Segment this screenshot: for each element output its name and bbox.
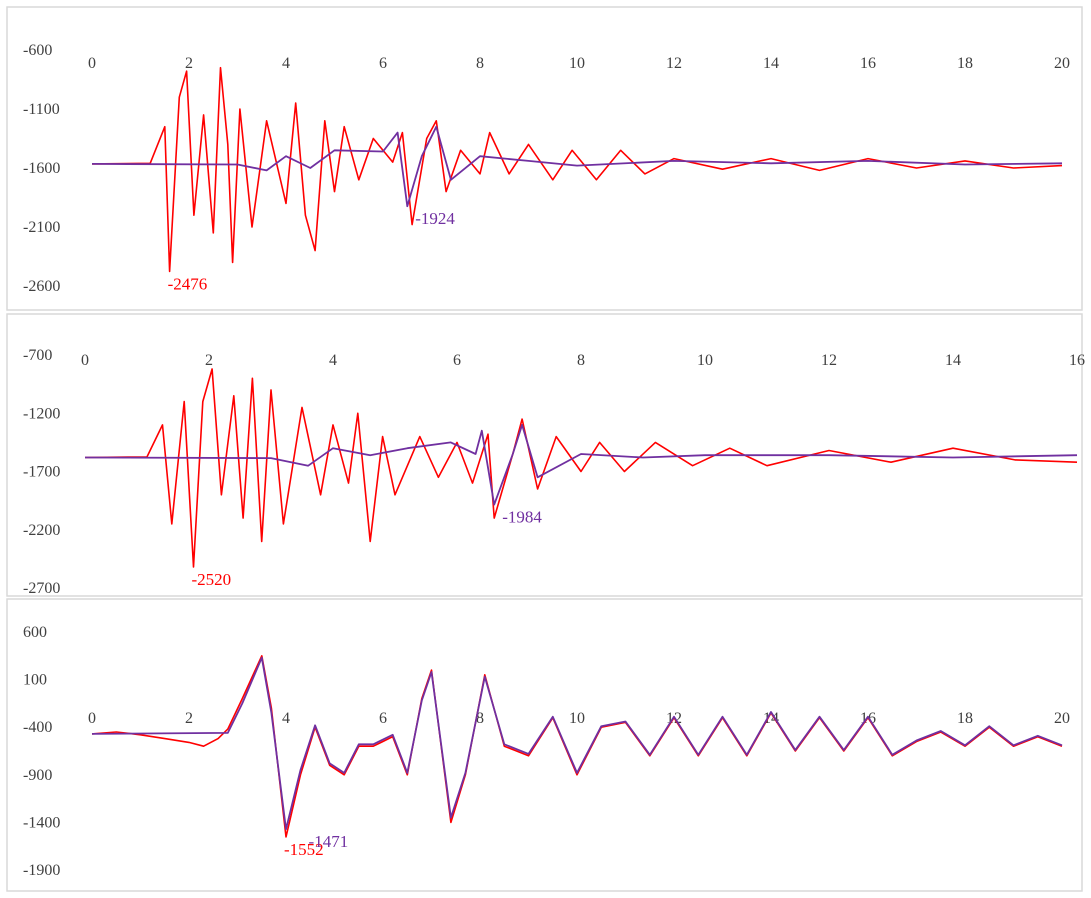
- x-tick-label: 18: [957, 710, 973, 727]
- y-tick-label: -2100: [23, 219, 60, 236]
- panel-frame: [6, 598, 1083, 892]
- x-tick-label: 6: [379, 710, 387, 727]
- x-tick-label: 4: [282, 710, 290, 727]
- peak-label-purple: -1984: [502, 508, 542, 527]
- x-tick-label: 0: [81, 352, 89, 369]
- peak-label-red: -2476: [168, 274, 208, 293]
- x-tick-label: 0: [88, 710, 96, 727]
- x-tick-label: 14: [763, 55, 779, 72]
- y-tick-label: 600: [23, 624, 47, 641]
- x-tick-label: 0: [88, 55, 96, 72]
- series-line-purple: [84, 423, 1078, 506]
- x-tick-label: 16: [1069, 352, 1085, 369]
- x-tick-label: 6: [379, 55, 387, 72]
- peak-label-red: -1552: [284, 840, 324, 859]
- x-tick-label: 12: [666, 55, 682, 72]
- y-tick-label: -1100: [23, 101, 60, 118]
- x-tick-label: 20: [1054, 55, 1070, 72]
- x-tick-label: 16: [860, 55, 876, 72]
- y-tick-label: -1700: [23, 464, 60, 481]
- x-tick-label: 10: [569, 710, 585, 727]
- y-tick-label: 100: [23, 672, 47, 689]
- panel-frame: [6, 313, 1083, 597]
- x-tick-label: 2: [185, 710, 193, 727]
- panel-frame: [6, 6, 1083, 311]
- y-tick-label: -1400: [23, 814, 60, 831]
- x-tick-label: 8: [577, 352, 585, 369]
- panel-top: -600 -1100 -1600 -2100 -2600 0 2 4 6 8 10 12 14 16 18 2…: [6, 6, 1083, 311]
- y-tick-label: -1900: [23, 862, 60, 879]
- y-tick-label: -600: [23, 42, 52, 59]
- x-tick-label: 6: [453, 352, 461, 369]
- peak-label-purple: -1924: [415, 209, 455, 228]
- y-tick-label: -700: [23, 347, 52, 364]
- y-tick-label: -1600: [23, 160, 60, 177]
- x-tick-label: 8: [476, 710, 484, 727]
- y-tick-label: -2200: [23, 522, 60, 539]
- series-line-red: [84, 368, 1078, 568]
- x-tick-label: 12: [821, 352, 837, 369]
- x-tick-label: 14: [763, 710, 779, 727]
- series-line-purple: [91, 125, 1063, 208]
- x-tick-label: 2: [185, 55, 193, 72]
- x-tick-label: 2: [205, 352, 213, 369]
- y-tick-label: -400: [23, 719, 52, 736]
- x-tick-label: 10: [697, 352, 713, 369]
- x-tick-label: 8: [476, 55, 484, 72]
- peak-label-purple: -1471: [309, 832, 349, 851]
- series-line-purple: [91, 656, 1063, 831]
- x-tick-label: 4: [282, 55, 290, 72]
- y-tick-label: -1200: [23, 405, 60, 422]
- panel-middle: -700 -1200 -1700 -2200 -2700 0 2 4 6 8 10 12 14 16 -25…: [6, 313, 1085, 597]
- y-tick-label: -900: [23, 767, 52, 784]
- y-tick-label: -2700: [23, 580, 60, 597]
- x-tick-label: 20: [1054, 710, 1070, 727]
- x-tick-label: 14: [945, 352, 961, 369]
- x-tick-label: 10: [569, 55, 585, 72]
- peak-label-red: -2520: [192, 570, 232, 589]
- x-tick-label: 18: [957, 55, 973, 72]
- y-tick-label: -2600: [23, 278, 60, 295]
- series-line-red: [91, 66, 1063, 273]
- x-tick-label: 4: [329, 352, 337, 369]
